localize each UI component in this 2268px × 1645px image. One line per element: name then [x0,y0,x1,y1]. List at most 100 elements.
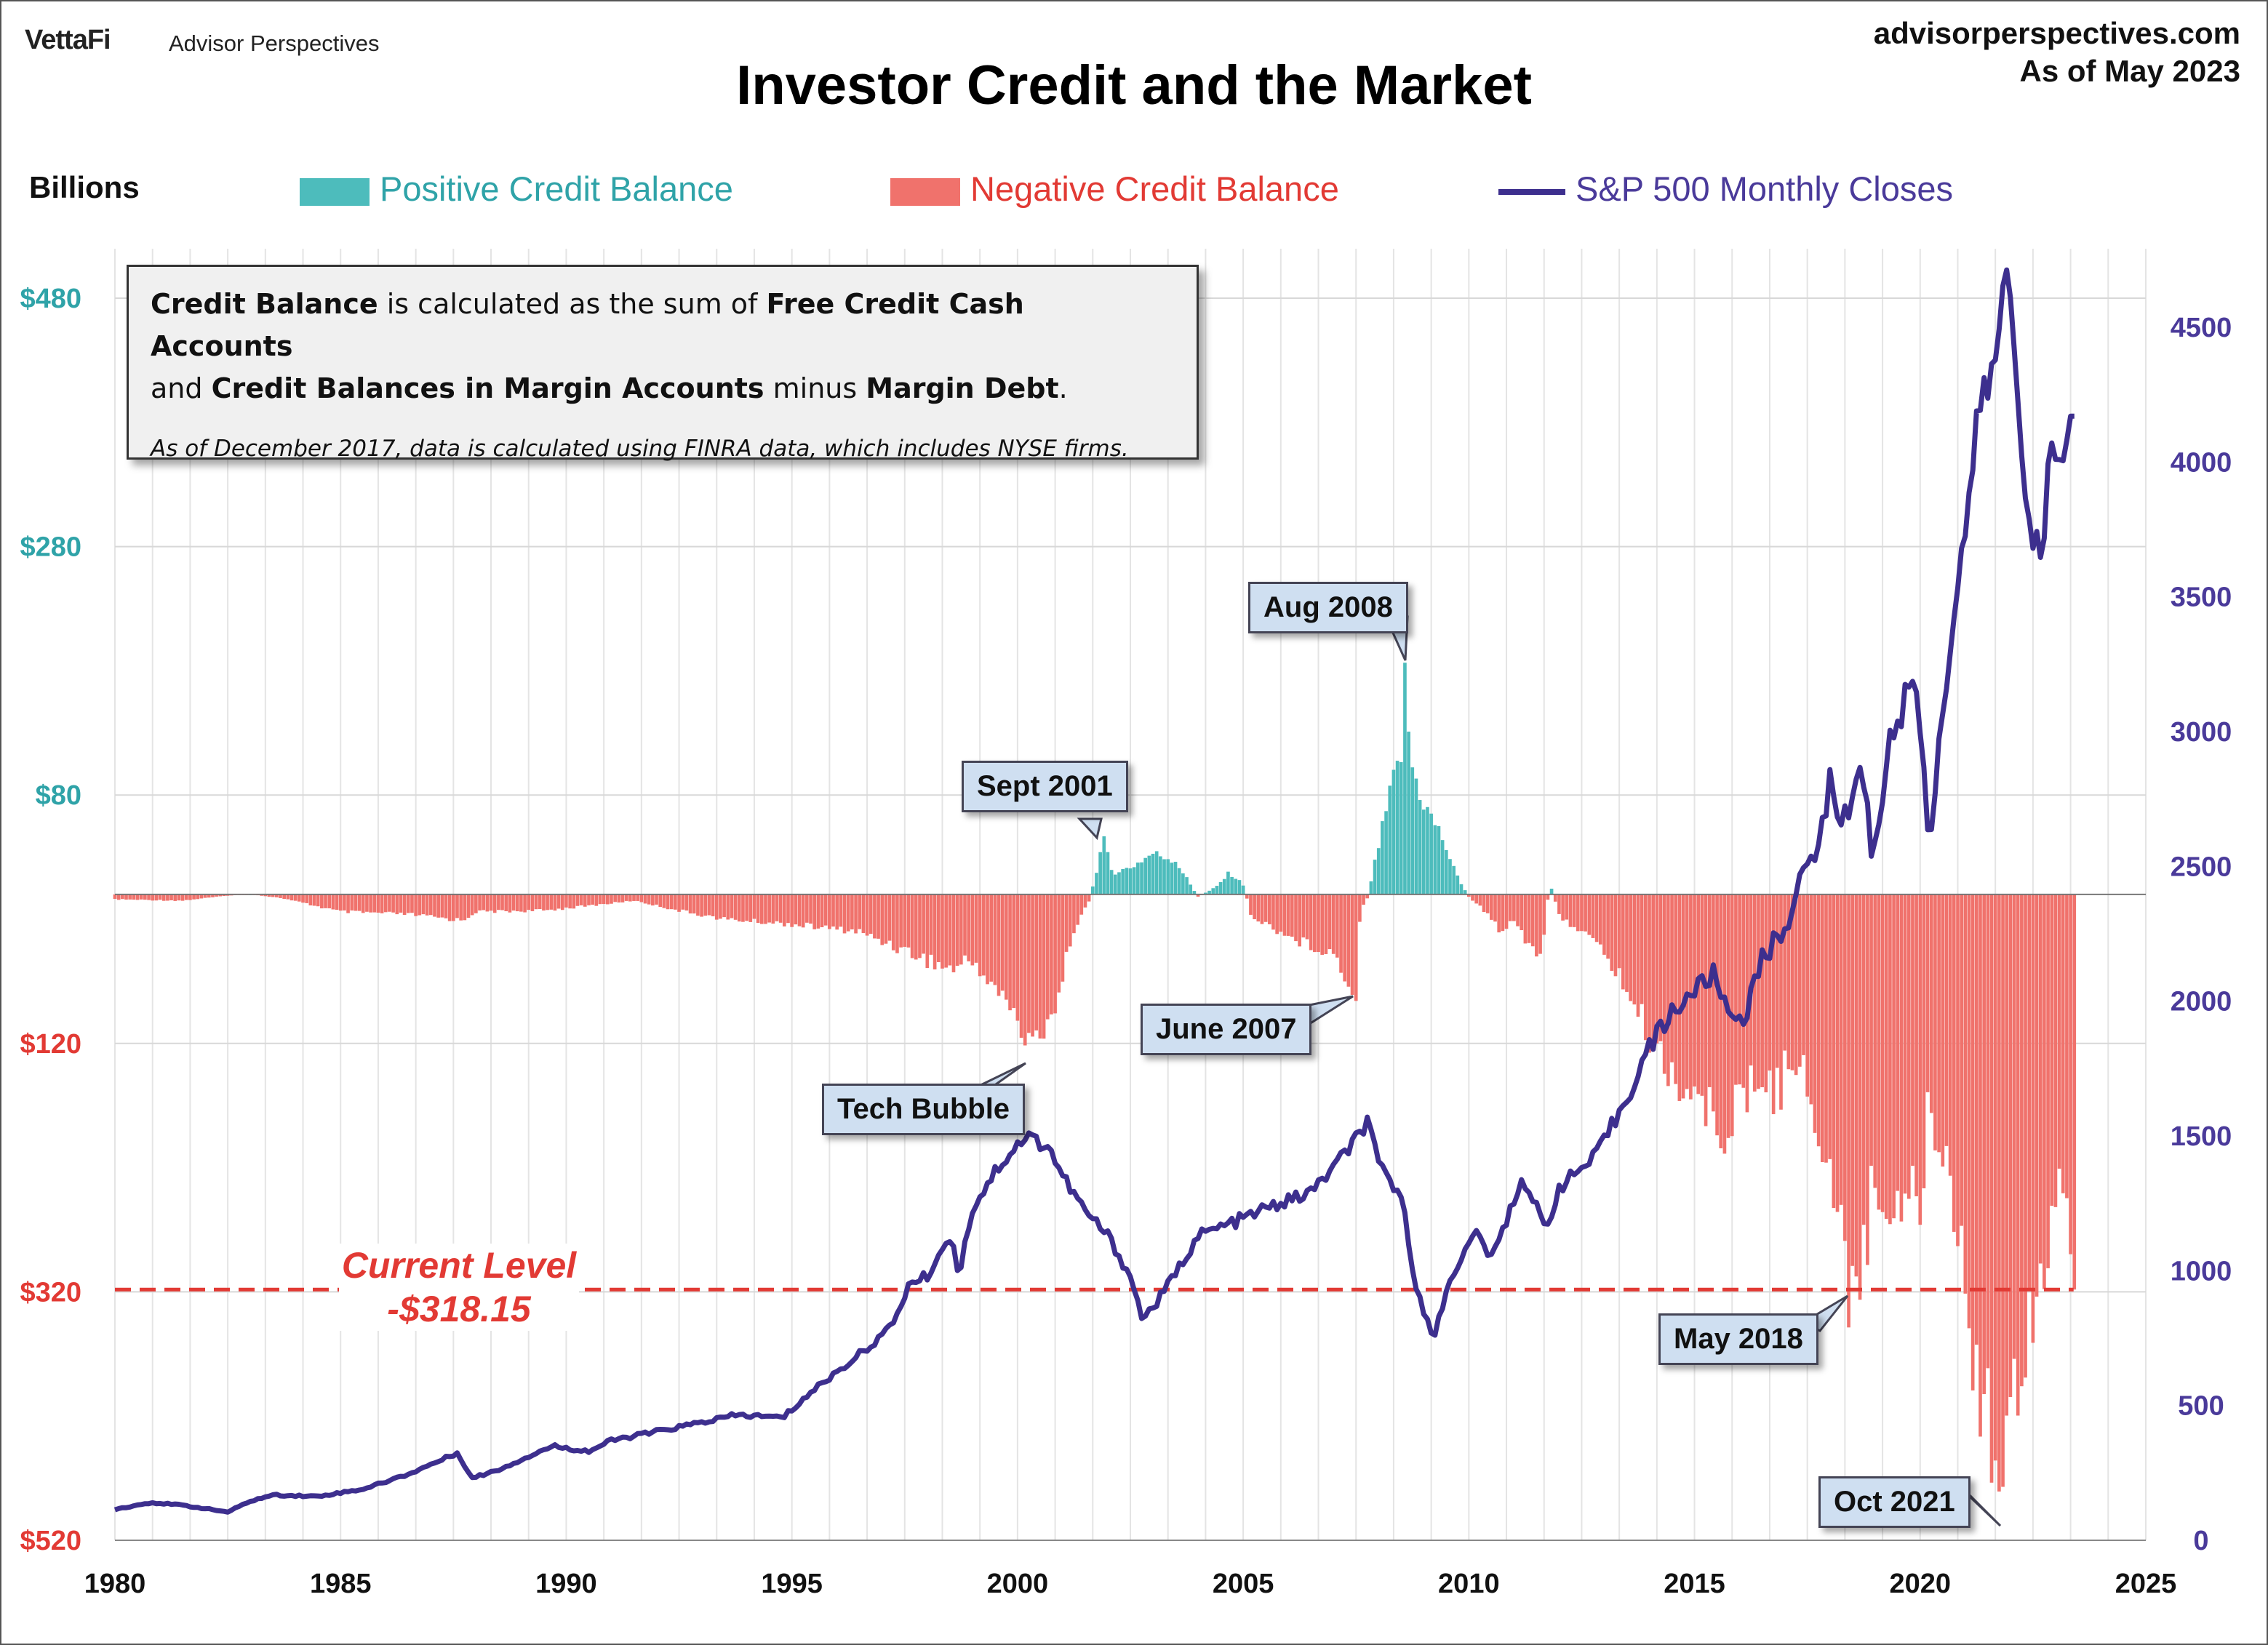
negative-bar [2001,894,2005,1487]
negative-bar [1610,894,1614,971]
negative-bar [1752,894,1757,1092]
negative-bar [1087,894,1091,902]
negative-bar [1019,894,1023,1038]
negative-bar [2027,894,2032,1290]
positive-bar [1418,800,1422,894]
negative-bar [842,894,847,934]
negative-bar [877,894,880,939]
negative-bar [1779,894,1783,1110]
legend-positive: Positive Credit Balance [300,169,733,209]
negative-bar [1520,894,1524,931]
negative-bar [267,894,271,897]
negative-bar [850,894,854,929]
negative-bar [722,894,726,918]
negative-bar [1501,894,1505,932]
negative-bar [790,894,794,927]
negative-bar [1786,894,1791,1070]
positive-bar [1463,890,1467,894]
negative-bar [1068,894,1072,947]
positive-bar [1388,785,1392,894]
negative-bar [527,894,531,910]
negative-bar [1275,894,1279,934]
right-axis-tick-label: 3000 [2171,717,2232,748]
negative-bar [564,894,568,908]
negative-bar [2008,894,2013,1398]
negative-bar [151,894,155,901]
negative-bar [1076,894,1079,925]
x-axis-tick-label: 2010 [1438,1569,1500,1599]
negative-bar [752,894,756,919]
negative-bar [158,894,162,900]
negative-bar [2050,894,2054,1206]
negative-bar [346,894,350,913]
negative-bar [775,894,779,921]
negative-bar [320,894,324,909]
negative-bar [466,894,471,918]
negative-bar [918,894,922,958]
negative-bar [482,894,486,910]
negative-bar [865,894,869,936]
info-line-1: Credit Balance is calculated as the sum … [151,288,1024,362]
negative-bar [1012,894,1016,1009]
negative-bar [1282,894,1287,936]
positive-bar [1121,868,1125,894]
negative-bar [1286,894,1290,936]
negative-bar [1783,894,1786,1051]
positive-bar [1140,862,1143,894]
positive-bar [1407,732,1410,894]
negative-bar [279,894,282,898]
negative-bar [1906,894,1911,1199]
negative-bar [1512,894,1516,921]
negative-bar [1662,894,1666,1074]
chart-title: Investor Credit and the Market [736,55,1532,116]
legend-positive-label: Positive Credit Balance [380,169,733,208]
negative-bar [610,894,613,904]
negative-bar [1899,894,1904,1222]
info-line-2: and Credit Balances in Margin Accounts m… [151,372,1068,404]
negative-bar [2020,894,2024,1387]
negative-bar [730,894,734,918]
negative-bar [684,894,689,911]
negative-bar [846,894,850,932]
negative-bar [395,894,399,915]
negative-bar [1704,894,1708,1126]
negative-bar [812,894,817,929]
negative-bar [1530,894,1535,947]
negative-bar [1606,894,1610,959]
negative-bar [154,894,159,901]
negative-bar [933,894,937,970]
as-of-date: As of May 2023 [2019,54,2240,88]
negative-bar [786,894,790,924]
negative-bar [391,894,395,913]
negative-bar [1298,894,1301,947]
positive-bar [1136,862,1140,894]
positive-bar [1218,881,1223,894]
negative-bar [1253,894,1256,920]
negative-bar [1050,894,1053,1014]
negative-bar [1922,894,1926,1189]
negative-bar [1478,894,1482,906]
negative-bar [895,894,899,953]
negative-bar [177,894,181,901]
positive-bar [1098,852,1102,894]
positive-bar [1192,891,1197,894]
negative-bar [485,894,490,912]
brand-subtitle: Advisor Perspectives [169,31,380,56]
negative-bar [1516,894,1520,926]
negative-bar [124,894,128,900]
negative-bar [636,894,640,901]
negative-bar [1832,894,1836,1209]
negative-bar [116,894,121,900]
left-axis-tick-label: $80 [36,780,81,811]
negative-bar [478,894,482,910]
negative-bar [1771,894,1776,1115]
negative-bar [1670,894,1674,1062]
negative-bar [2065,894,2069,1198]
negative-bar [1933,894,1937,1150]
negative-bar [982,894,986,976]
negative-bar [809,894,812,924]
positive-bar [1426,807,1429,894]
negative-bar [1805,894,1809,1097]
negative-bar [143,894,147,900]
negative-bar [2038,894,2043,1264]
